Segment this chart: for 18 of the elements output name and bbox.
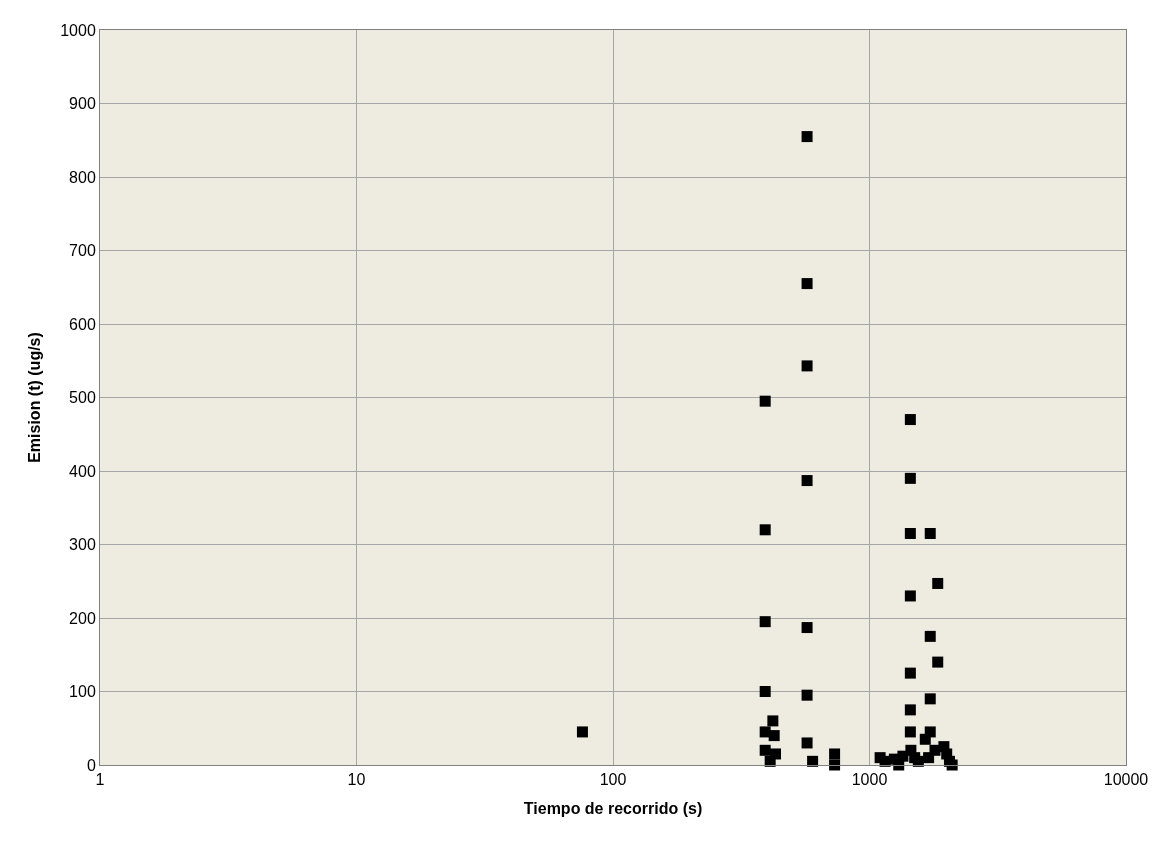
y-tick-label: 200 [69,609,96,627]
x-tick-label: 10 [347,771,366,789]
y-tick-label: 400 [69,462,96,480]
y-tick-label: 900 [69,95,96,113]
y-tick-label: 1000 [60,21,96,39]
x-tick-label: 1 [95,771,105,789]
x-axis-title: Tiempo de recorrido (s) [523,799,703,817]
y-tick-label: 800 [69,168,96,186]
x-tick-label: 1000 [851,771,888,789]
y-tick-label: 700 [69,242,96,260]
y-tick-label: 100 [69,683,96,701]
x-tick-label: 100 [599,771,627,789]
x-tick-label: 10000 [1103,771,1149,789]
y-tick-label: 300 [69,536,96,554]
y-axis-title: Emision (t) (ug/s) [26,332,44,463]
y-tick-label: 500 [69,389,96,407]
y-tick-label: 600 [69,315,96,333]
y-tick-label: 0 [86,756,96,774]
